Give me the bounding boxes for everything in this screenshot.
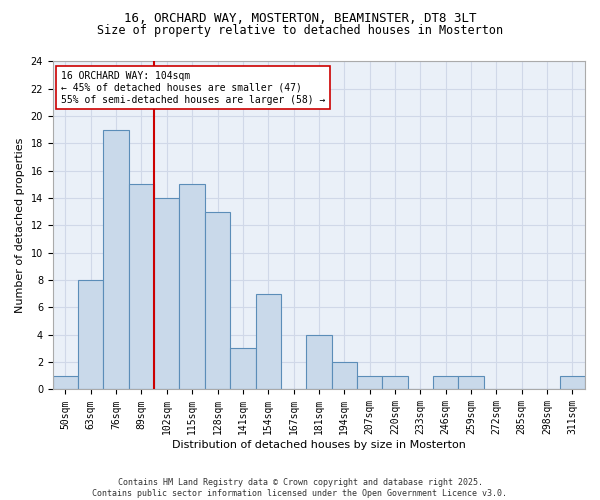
Bar: [154, 198, 179, 390]
Bar: [179, 184, 205, 390]
Bar: [458, 376, 484, 390]
Bar: [382, 376, 407, 390]
Bar: [230, 348, 256, 390]
Text: 16 ORCHARD WAY: 104sqm
← 45% of detached houses are smaller (47)
55% of semi-det: 16 ORCHARD WAY: 104sqm ← 45% of detached…: [61, 72, 325, 104]
Text: Contains HM Land Registry data © Crown copyright and database right 2025.
Contai: Contains HM Land Registry data © Crown c…: [92, 478, 508, 498]
Bar: [306, 335, 332, 390]
Bar: [53, 376, 78, 390]
Bar: [357, 376, 382, 390]
Bar: [433, 376, 458, 390]
Bar: [256, 294, 281, 390]
Bar: [205, 212, 230, 390]
Bar: [560, 376, 585, 390]
Bar: [332, 362, 357, 390]
X-axis label: Distribution of detached houses by size in Mosterton: Distribution of detached houses by size …: [172, 440, 466, 450]
Bar: [129, 184, 154, 390]
Y-axis label: Number of detached properties: Number of detached properties: [15, 138, 25, 313]
Bar: [103, 130, 129, 390]
Bar: [78, 280, 103, 390]
Text: 16, ORCHARD WAY, MOSTERTON, BEAMINSTER, DT8 3LT: 16, ORCHARD WAY, MOSTERTON, BEAMINSTER, …: [124, 12, 476, 26]
Text: Size of property relative to detached houses in Mosterton: Size of property relative to detached ho…: [97, 24, 503, 37]
